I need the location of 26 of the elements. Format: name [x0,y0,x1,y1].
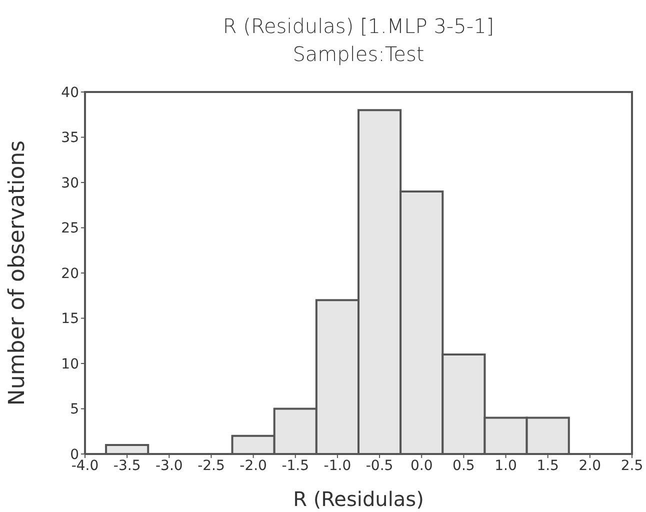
x-tick-label: 0.0 [410,458,433,474]
y-tick-label: 40 [61,84,79,101]
x-tick-label: -1.0 [324,458,352,474]
y-axis-title: Number of observations [4,140,30,406]
y-tick-label: 0 [70,446,79,463]
y-tick-label: 15 [61,311,79,328]
chart-title: R (Residulas) [1.MLP 3-5-1] [222,13,496,40]
x-tick-label: 1.5 [536,458,559,474]
x-tick-label: 1.0 [494,458,517,474]
x-tick-label: -3.5 [113,458,141,474]
y-tick-label: 35 [61,130,79,146]
x-tick-label: 0.5 [452,458,475,474]
x-tick-label: -3.0 [155,458,183,474]
x-tick-label: -0.5 [366,458,394,474]
y-tick-label: 10 [61,356,79,372]
y-tick-label: 25 [61,220,79,237]
y-tick-label: 20 [61,266,79,282]
x-axis-title: R (Residulas) [293,487,424,511]
x-tick-label: -2.0 [240,458,267,474]
chart-subtitle: Samples:Test [292,41,426,68]
x-tick-label: -2.5 [198,458,225,474]
y-tick-label: 30 [61,175,79,192]
x-tick-label: 2.5 [620,458,644,474]
x-tick-label: 2.0 [578,458,602,474]
y-tick-label: 5 [70,402,79,418]
x-tick-label: -1.5 [282,458,310,474]
